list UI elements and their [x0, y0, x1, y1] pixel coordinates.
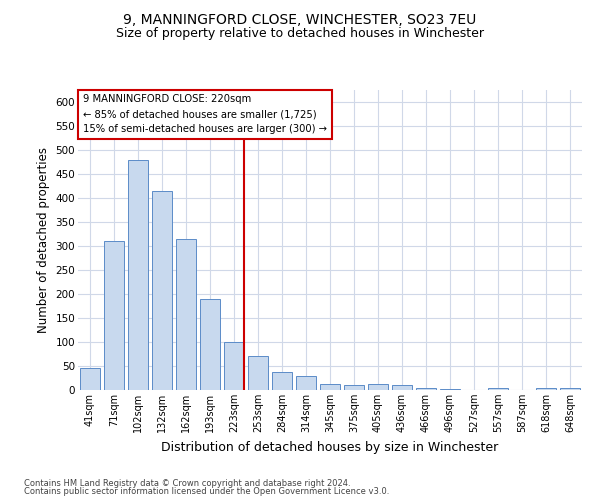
- Bar: [80, 368, 100, 390]
- Bar: [416, 388, 436, 390]
- Bar: [536, 388, 556, 390]
- Bar: [128, 160, 148, 390]
- Bar: [296, 376, 316, 390]
- Text: 9 MANNINGFORD CLOSE: 220sqm
← 85% of detached houses are smaller (1,725)
15% of : 9 MANNINGFORD CLOSE: 220sqm ← 85% of det…: [83, 94, 327, 134]
- Text: 9, MANNINGFORD CLOSE, WINCHESTER, SO23 7EU: 9, MANNINGFORD CLOSE, WINCHESTER, SO23 7…: [124, 12, 476, 26]
- X-axis label: Distribution of detached houses by size in Winchester: Distribution of detached houses by size …: [161, 440, 499, 454]
- Bar: [560, 388, 580, 390]
- Text: Contains public sector information licensed under the Open Government Licence v3: Contains public sector information licen…: [24, 487, 389, 496]
- Bar: [440, 388, 460, 390]
- Bar: [152, 191, 172, 390]
- Bar: [392, 385, 412, 390]
- Bar: [272, 372, 292, 390]
- Bar: [224, 342, 244, 390]
- Bar: [320, 384, 340, 390]
- Bar: [488, 388, 508, 390]
- Y-axis label: Number of detached properties: Number of detached properties: [37, 147, 50, 333]
- Text: Contains HM Land Registry data © Crown copyright and database right 2024.: Contains HM Land Registry data © Crown c…: [24, 478, 350, 488]
- Bar: [368, 384, 388, 390]
- Bar: [104, 241, 124, 390]
- Bar: [176, 239, 196, 390]
- Bar: [200, 299, 220, 390]
- Bar: [248, 356, 268, 390]
- Text: Size of property relative to detached houses in Winchester: Size of property relative to detached ho…: [116, 28, 484, 40]
- Bar: [344, 385, 364, 390]
